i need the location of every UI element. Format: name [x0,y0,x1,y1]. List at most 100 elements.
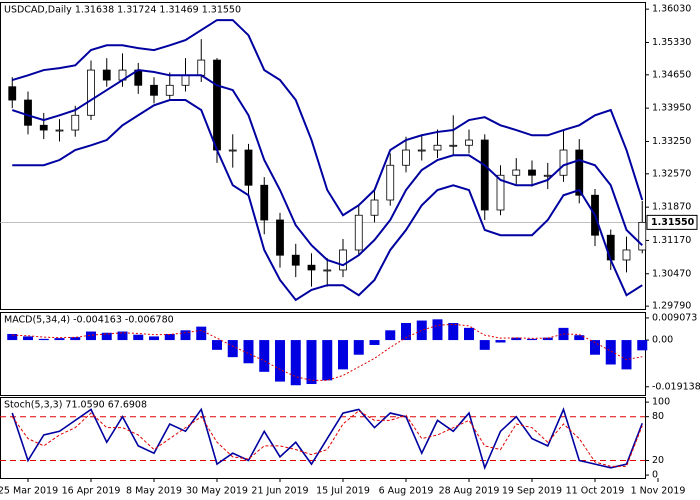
macd-bar [322,340,333,381]
macd-bar [196,326,207,341]
macd-bar [149,336,159,341]
candle-body [181,74,190,86]
y-tick-label: 20 [652,455,664,466]
x-tick-label: 11 Oct 2019 [566,486,625,497]
stoch-main [11,407,643,471]
macd-bar [338,340,348,370]
candle-body [559,149,568,176]
candle-body [543,174,552,177]
bollinger-lower [12,99,643,302]
candle-body [370,199,379,216]
macd-bar [180,330,191,341]
macd-signal [12,323,643,381]
y-tick-label: 1.35330 [652,37,691,48]
macd-bar [637,340,648,351]
y-tick-label: 1.29790 [652,301,691,312]
candle-body [260,184,269,221]
x-tick-label: 25 Mar 2019 [0,486,58,497]
macd-bar [353,340,364,355]
y-tick-label: 0.009073 [652,312,697,323]
y-tick-label: 100 [652,397,670,408]
macd-bar [70,337,81,341]
candle-body [165,84,174,96]
macd-bar [86,331,96,341]
y-tick-label: 1.33950 [652,103,691,114]
y-tick-label: 1.36030 [652,4,691,15]
candle-body [402,149,410,166]
y-tick-label: -0.019138 [652,381,700,392]
candle-body [339,249,347,271]
candle-body [276,219,284,256]
y-tick-label: 1.34650 [652,69,691,80]
candle-body [480,139,489,211]
candle-body [307,264,316,271]
macd-bar [432,319,443,341]
macd-bar [527,338,537,341]
panel-title: Stoch(5,3,3) 71.0590 67.6908 [4,400,147,411]
macd-bar [369,340,380,345]
macd-bar [511,337,522,341]
macd-bar [117,331,128,341]
macd-bar [416,320,427,341]
macd-bar [574,335,585,341]
candle-body [354,214,363,251]
x-tick-label: 21 Jun 2019 [251,486,308,497]
x-tick-label: 28 Aug 2019 [439,486,500,497]
macd-bar [23,336,33,341]
macd-bar [7,333,18,341]
candle-body [150,84,158,96]
candle-body [197,59,206,76]
macd-bar [101,332,112,341]
x-tick-label: 15 Jul 2019 [316,486,370,497]
macd-bar [306,340,317,385]
macd-bar [495,340,506,343]
candle-body [24,99,32,126]
candle-body [87,69,95,116]
macd-bar [542,337,553,341]
macd-bar [290,340,301,386]
macd-bar [227,340,238,358]
macd-bar [212,340,222,350]
last-price-label: 1.31550 [651,217,695,228]
candle-body [213,59,221,151]
candle-body [449,144,458,147]
macd-bar [464,327,474,341]
y-tick-label: 1.30470 [652,268,691,279]
macd-bar [164,333,175,341]
macd-panel [0,312,646,396]
candle-body [102,69,111,81]
x-tick-label: 16 Apr 2019 [62,486,121,497]
candle-body [291,254,300,266]
candle-body [228,149,237,152]
candle-body [496,174,505,211]
y-tick-label: 80 [652,411,664,422]
y-tick-label: 1.31170 [652,235,691,246]
candle-body [417,149,426,152]
x-tick-label: 30 May 2019 [186,486,248,497]
price-panel [0,2,646,310]
candle-body [606,234,615,261]
candle-body [465,139,473,146]
candle-body [244,149,253,186]
macd-bar [54,338,65,341]
y-tick-label: 1.33250 [652,136,691,147]
candle-body [528,169,536,176]
macd-bar [133,334,144,341]
x-tick-label: 19 Sep 2019 [502,486,562,497]
candle-body [386,164,395,201]
x-tick-label: 6 Aug 2019 [379,486,434,497]
candle-body [71,114,80,131]
candle-body [638,221,647,251]
candle-body [575,149,584,196]
x-tick-label: 8 May 2019 [126,486,182,497]
macd-bar [479,340,490,350]
candle-body [323,269,332,272]
x-tick-label: 1 Nov 2019 [631,486,686,497]
y-tick-label: 1.31870 [652,202,691,213]
macd-bar [590,340,600,355]
candle-body [39,124,48,131]
y-tick-label: 1.32570 [652,168,691,179]
macd-bar [275,340,285,382]
macd-bar [621,340,632,370]
